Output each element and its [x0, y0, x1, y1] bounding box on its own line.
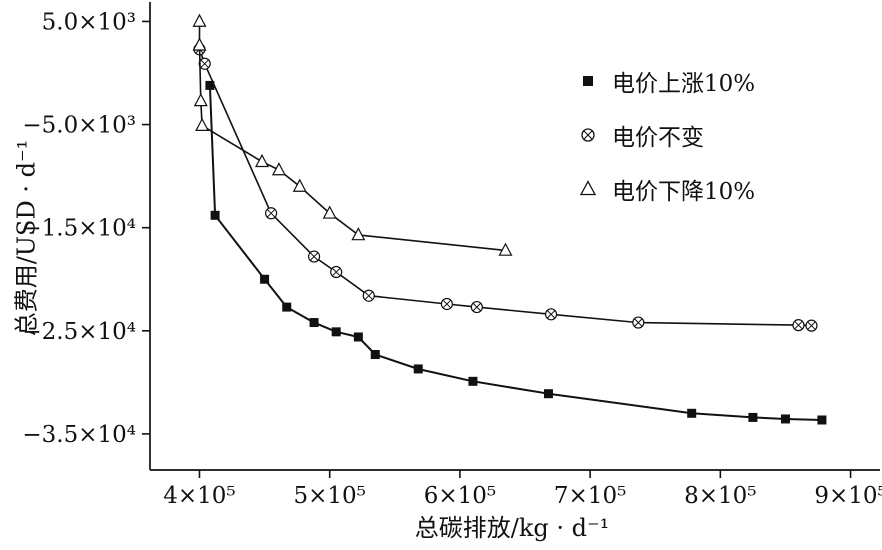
marker-open-triangle [192, 37, 207, 51]
legend-item-price-up: 电价上涨10% [576, 64, 755, 98]
marker-open-triangle [192, 13, 207, 27]
x-tick-label: 5×10⁵ [293, 483, 365, 509]
series-line-open-triangle [198, 21, 506, 252]
marker-filled-square [370, 350, 380, 360]
marker-filled-square [260, 274, 270, 284]
x-tick-label: 4×10⁵ [163, 483, 235, 509]
y-tick-label: −5.0×10³ [22, 113, 136, 139]
marker-circle-x-cross [807, 321, 816, 330]
marker-circle-x-cross [546, 310, 556, 319]
marker-filled-square [331, 327, 341, 337]
x-tick-label: 9×10⁵ [814, 483, 882, 509]
marker-filled-square [468, 376, 478, 386]
marker-filled-square [687, 408, 697, 418]
marker-filled-square [413, 364, 423, 374]
y-tick-label: −1.5×10⁴ [22, 216, 136, 242]
marker-circle-x-cross [634, 318, 643, 327]
marker-circle-x-cross [200, 59, 209, 68]
marker-filled-square [780, 414, 790, 424]
marker-open-triangle [498, 242, 513, 256]
marker-circle-x-cross [442, 299, 452, 309]
marker-filled-square [205, 80, 215, 90]
marker-circle-x-cross [794, 320, 803, 330]
y-tick-label: 5.0×10³ [42, 9, 136, 35]
x-axis-label: 总碳排放/kg · d⁻¹ [414, 514, 610, 542]
legend-label-price-down: 电价下降10% [612, 179, 756, 205]
marker-filled-square [748, 412, 758, 422]
marker-circle-x-cross [472, 302, 481, 312]
marker-filled-square [210, 210, 220, 220]
x-tick-label: 6×10⁵ [424, 483, 496, 509]
x-tick-label: 7×10⁵ [554, 483, 626, 509]
marker-open-triangle [195, 117, 210, 132]
legend-item-price-down: 电价下降10% [576, 172, 755, 206]
marker-filled-square [282, 302, 292, 312]
marker-filled-square [543, 389, 553, 399]
marker-circle-x-cross [309, 252, 319, 261]
marker-open-triangle [351, 227, 366, 241]
marker-open-triangle [292, 178, 307, 192]
marker-circle-x-cross [332, 267, 341, 277]
x-tick-label: 8×10⁵ [684, 483, 756, 509]
marker-open-triangle [254, 153, 269, 168]
y-tick-label: −2.5×10⁴ [22, 319, 136, 345]
legend-label-price-same: 电价不变 [612, 125, 704, 151]
legend-item-price-same: 电价不变 [576, 118, 755, 152]
legend-label-price-up: 电价上涨10% [612, 71, 756, 97]
circle-x-marker-icon [581, 128, 595, 142]
marker-filled-square [817, 415, 827, 425]
marker-filled-square [309, 318, 319, 328]
marker-open-triangle [271, 162, 286, 176]
series-line-circle-x [198, 49, 812, 327]
y-axis-label: 总费用/USD · d⁻¹ [12, 139, 41, 337]
marker-filled-square [353, 332, 363, 342]
marker-circle-x-cross [266, 209, 276, 218]
open-triangle-marker-icon [579, 180, 597, 196]
marker-open-triangle [322, 205, 337, 219]
marker-open-triangle [193, 93, 208, 107]
marker-circle-x-cross [364, 291, 373, 300]
y-tick-label: −3.5×10⁴ [22, 422, 136, 448]
filled-square-marker-icon [583, 76, 593, 86]
legend: 电价上涨10% 电价不变 电价下降10% [576, 64, 755, 206]
